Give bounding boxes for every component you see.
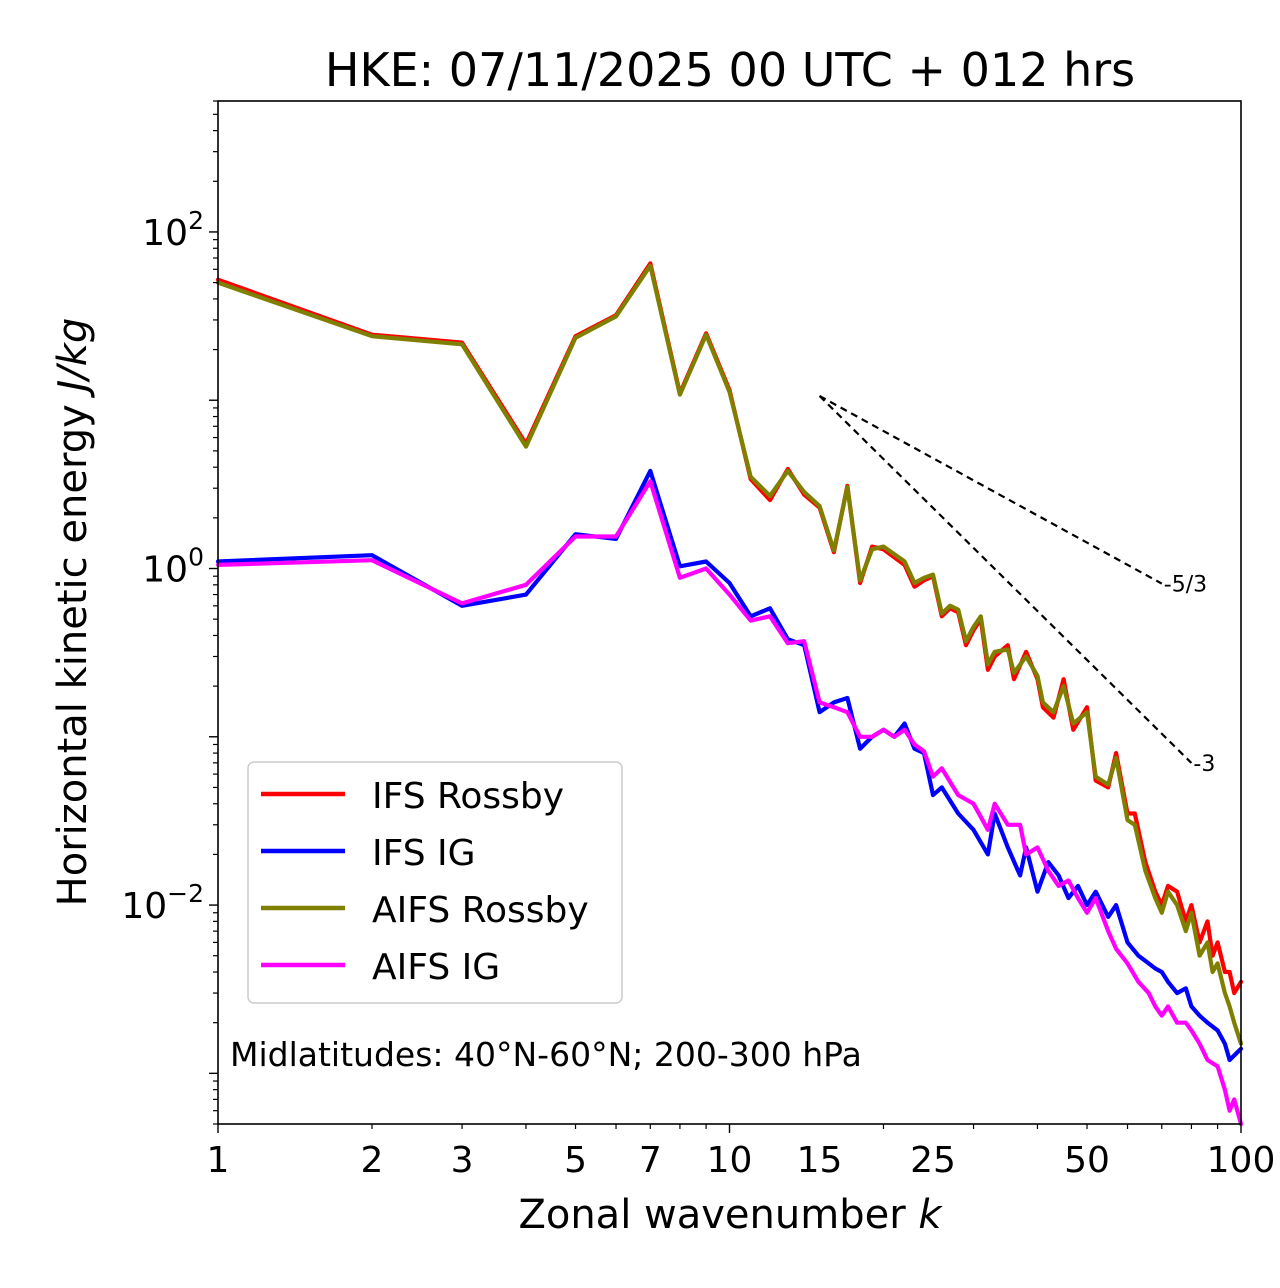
legend-label-aifs-ig: AIFS IG bbox=[372, 947, 500, 988]
x-tick-label-2: 2 bbox=[361, 1140, 384, 1181]
series-line-aifs-ig bbox=[215, 479, 1244, 1127]
legend-box bbox=[247, 761, 623, 1004]
reference-slope-lines: -5/3 -3 bbox=[818, 395, 1215, 777]
x-tick-label-100: 100 bbox=[1207, 1140, 1276, 1181]
x-tick-label-15: 15 bbox=[797, 1140, 843, 1181]
x-tick-label-3: 3 bbox=[451, 1140, 474, 1181]
y-tick-exponent: 2 bbox=[188, 206, 204, 235]
reference-line-3 bbox=[818, 395, 1193, 764]
x-tick-label-25: 25 bbox=[910, 1140, 956, 1181]
reference-line-5-3 bbox=[819, 395, 1163, 585]
y-tick-base: 10 bbox=[142, 550, 188, 591]
series-lines bbox=[215, 261, 1244, 1127]
reference-label-3: -3 bbox=[1193, 752, 1215, 777]
series-line-ifs-ig bbox=[215, 468, 1244, 1063]
y-tick-label: 102 bbox=[142, 206, 204, 254]
y-tick-label: 10−2 bbox=[121, 879, 204, 927]
x-tick-label-50: 50 bbox=[1064, 1140, 1110, 1181]
y-axis-label-text: Horizontal kinetic energy bbox=[50, 392, 96, 907]
legend: IFS Rossby IFS IG AIFS Rossby AIFS IG bbox=[247, 761, 623, 1004]
y-tick-label: 100 bbox=[142, 543, 204, 591]
x-axis-ticks: 1 2 3 5 7 10 15 25 50 100 bbox=[207, 1124, 1276, 1181]
legend-label-ifs-rossby: IFS Rossby bbox=[372, 776, 564, 817]
y-tick-exponent: 0 bbox=[188, 543, 204, 572]
x-tick-label-10: 10 bbox=[707, 1140, 753, 1181]
reference-label-5-3: -5/3 bbox=[1164, 573, 1207, 598]
legend-label-ifs-ig: IFS IG bbox=[372, 833, 476, 874]
x-tick-label-5: 5 bbox=[564, 1140, 587, 1181]
x-axis-label-variable: k bbox=[918, 1192, 943, 1238]
x-tick-label-7: 7 bbox=[639, 1140, 662, 1181]
plot-frame bbox=[217, 100, 1242, 1125]
legend-label-aifs-rossby: AIFS Rossby bbox=[372, 890, 589, 931]
x-axis-label: Zonal wavenumber k bbox=[518, 1192, 943, 1238]
series-line-aifs-rossby bbox=[215, 263, 1244, 1046]
y-axis-label: Horizontal kinetic energy J/kg bbox=[50, 318, 96, 907]
chart-title: HKE: 07/11/2025 00 UTC + 012 hrs bbox=[325, 43, 1135, 97]
y-tick-exponent: −2 bbox=[167, 879, 204, 908]
x-tick-label-1: 1 bbox=[207, 1140, 230, 1181]
x-axis-label-text: Zonal wavenumber bbox=[518, 1192, 918, 1238]
y-axis-label-unit: J/kg bbox=[50, 318, 96, 399]
region-annotation: Midlatitudes: 40°N-60°N; 200-300 hPa bbox=[230, 1035, 862, 1074]
y-tick-base: 10 bbox=[121, 886, 167, 927]
y-tick-base: 10 bbox=[142, 213, 188, 254]
